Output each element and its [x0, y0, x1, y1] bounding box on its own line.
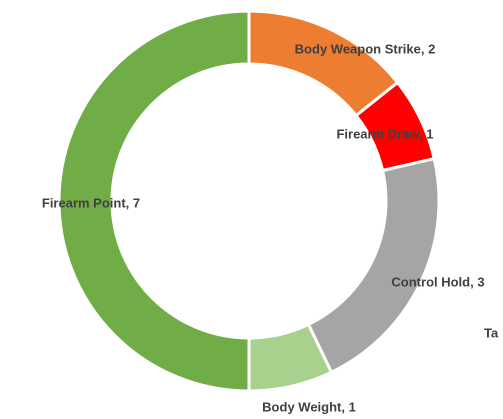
data-label: Body Weight, 1 — [262, 399, 356, 414]
data-label: Body Weapon Strike, 2 — [295, 41, 436, 56]
donut-slice — [57, 9, 251, 393]
data-label: Firearm Point, 7 — [42, 195, 140, 210]
data-label: Ta — [484, 325, 499, 340]
data-label: Firearm Draw, 1 — [336, 126, 433, 141]
data-label: Control Hold, 3 — [391, 274, 484, 289]
donut-slice — [306, 156, 441, 375]
